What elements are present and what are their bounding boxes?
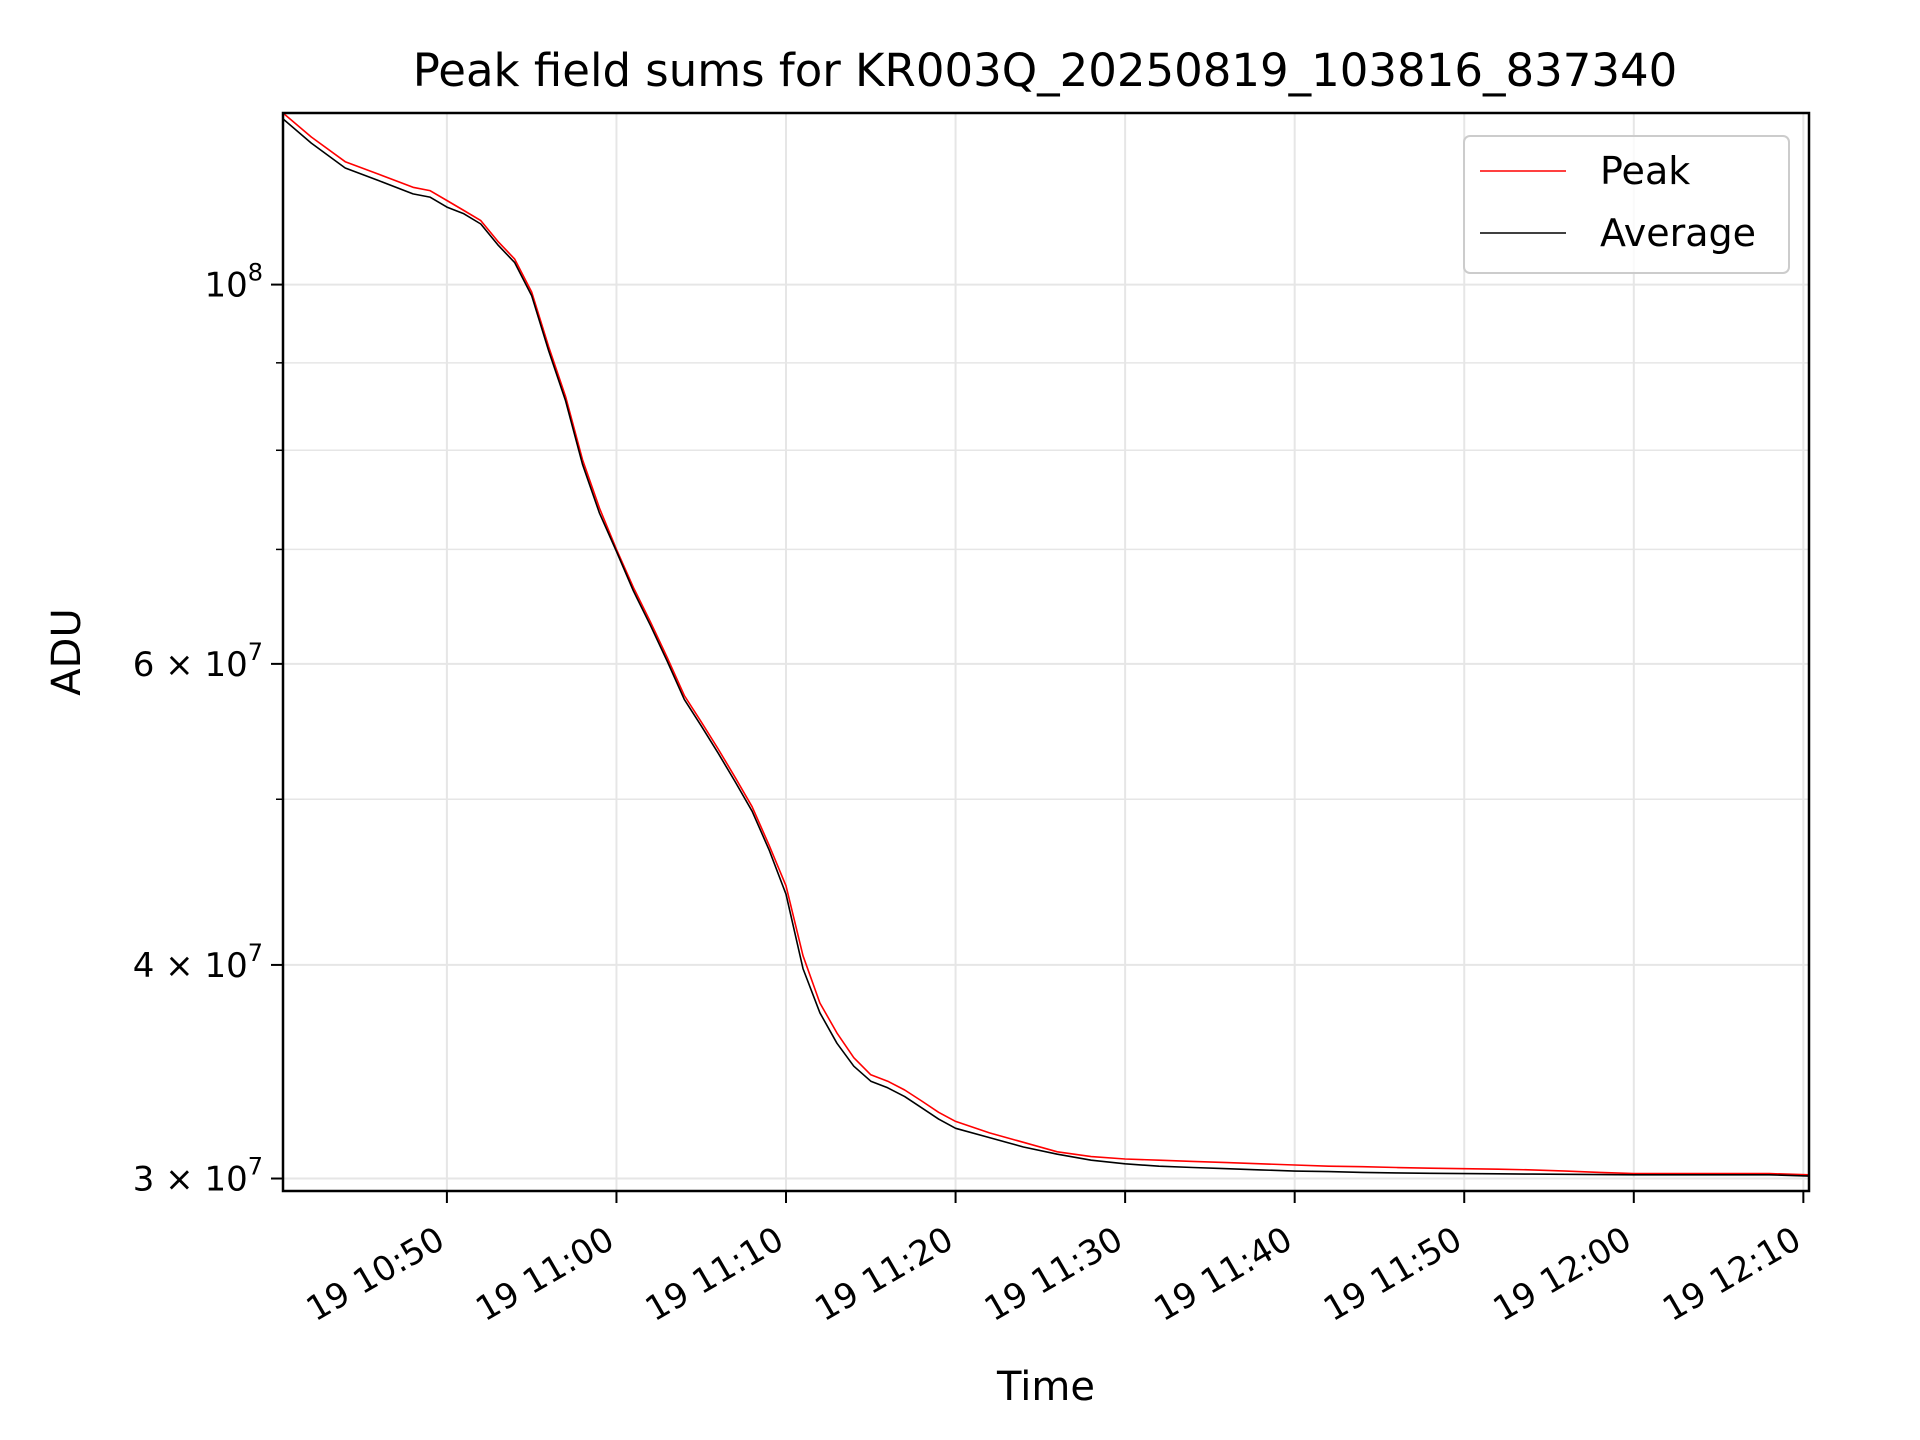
y-axis: 3 × 107 4 × 107 6 × 107 108 [133, 259, 283, 1200]
y-tick-label: 6 × 107 [133, 638, 263, 685]
plot-area [282, 112, 1810, 1177]
y-tick-label: 108 [204, 259, 263, 306]
grid [283, 113, 1809, 1191]
chart-title: Peak field sums for KR003Q_20250819_1038… [413, 44, 1677, 97]
y-axis-label: ADU [44, 608, 90, 695]
y-tick-label: 3 × 107 [133, 1153, 263, 1200]
legend-label-average: Average [1600, 211, 1756, 255]
legend-label-peak: Peak [1600, 149, 1690, 193]
plot-frame [281, 111, 1811, 1193]
series-line-average [282, 118, 1810, 1177]
legend: Peak Average [1463, 135, 1790, 274]
series-line-peak [282, 112, 1810, 1176]
y-tick-label: 4 × 107 [133, 939, 263, 986]
x-axis-label: Time [996, 1364, 1095, 1410]
